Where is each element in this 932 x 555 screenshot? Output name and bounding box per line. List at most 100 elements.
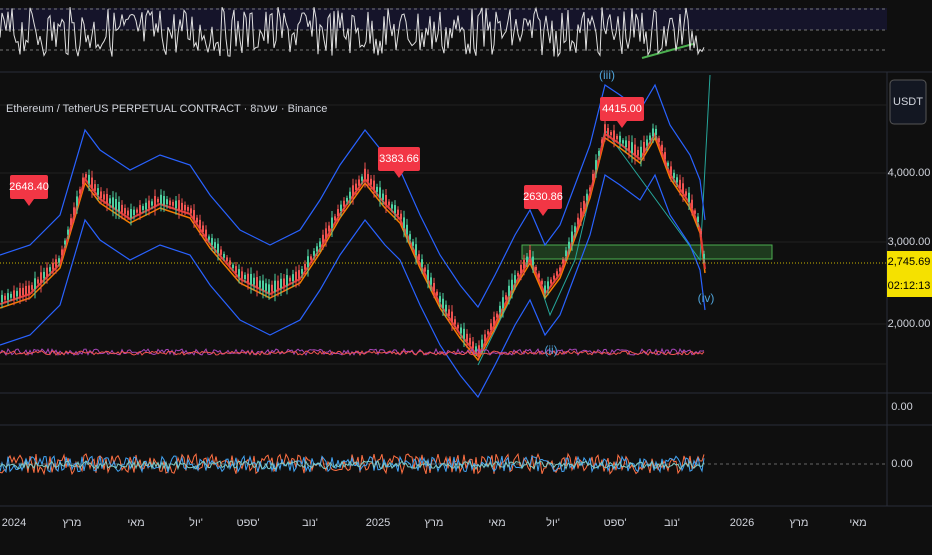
time-label: 2024 bbox=[2, 517, 26, 529]
candle-body bbox=[544, 285, 546, 293]
candle-body bbox=[328, 225, 330, 232]
candle-body bbox=[265, 283, 267, 291]
candle-body bbox=[295, 271, 297, 281]
candle-body bbox=[277, 280, 279, 290]
candle-body bbox=[211, 238, 213, 245]
candle-body bbox=[640, 146, 642, 158]
currency-button[interactable] bbox=[889, 79, 927, 125]
candle-body bbox=[487, 331, 489, 335]
candle-body bbox=[655, 128, 657, 135]
candle-body bbox=[439, 296, 441, 303]
currency-label[interactable]: USDT bbox=[893, 96, 923, 108]
rsi-band bbox=[0, 8, 887, 30]
candle-body bbox=[142, 206, 144, 210]
candle-body bbox=[643, 141, 645, 153]
candle-body bbox=[268, 284, 270, 293]
candle-body bbox=[592, 173, 594, 181]
candle-body bbox=[634, 144, 636, 156]
candle-body bbox=[430, 277, 432, 285]
time-label: מאי bbox=[127, 517, 144, 529]
candle-body bbox=[100, 191, 102, 199]
candle-body bbox=[571, 231, 573, 242]
price-tag-pointer bbox=[24, 199, 34, 206]
candle-body bbox=[76, 196, 78, 206]
candle-body bbox=[682, 183, 684, 194]
candle-body bbox=[403, 217, 405, 228]
candle-body bbox=[46, 267, 48, 277]
candle-body bbox=[121, 204, 123, 213]
candle-body bbox=[19, 288, 21, 297]
candle-body bbox=[298, 270, 300, 279]
candle-body bbox=[562, 259, 564, 264]
candle-body bbox=[199, 219, 201, 229]
candle-body bbox=[124, 208, 126, 214]
candle-body bbox=[694, 210, 696, 214]
candle-body bbox=[460, 327, 462, 334]
time-label: ספט' bbox=[236, 517, 259, 529]
candle-body bbox=[604, 124, 606, 134]
candle-body bbox=[184, 204, 186, 211]
candle-body bbox=[319, 241, 321, 248]
candle-body bbox=[133, 209, 135, 216]
candle-body bbox=[235, 266, 237, 273]
candle-body bbox=[673, 172, 675, 178]
candle-body bbox=[589, 187, 591, 192]
candle-body bbox=[331, 217, 333, 228]
candle-body bbox=[472, 341, 474, 349]
candle-body bbox=[88, 174, 90, 184]
candle-body bbox=[313, 251, 315, 256]
candle-body bbox=[196, 217, 198, 223]
price-tag: 3383.66 bbox=[379, 153, 419, 165]
candle-body bbox=[232, 264, 234, 269]
candle-body bbox=[163, 196, 165, 205]
candle-body bbox=[37, 279, 39, 284]
candle-body bbox=[292, 274, 294, 282]
candle-body bbox=[610, 131, 612, 136]
price-tag-pointer bbox=[617, 121, 627, 128]
candle-body bbox=[22, 287, 24, 296]
time-label: נוב' bbox=[302, 517, 318, 529]
time-label: מרץ bbox=[425, 517, 444, 529]
candle-body bbox=[382, 193, 384, 200]
candle-body bbox=[31, 285, 33, 290]
candle-body bbox=[160, 194, 162, 204]
candle-body bbox=[631, 142, 633, 154]
candle-body bbox=[91, 177, 93, 189]
candle-body bbox=[61, 249, 63, 256]
candle-body bbox=[385, 194, 387, 205]
candle-body bbox=[286, 275, 288, 286]
candle-body bbox=[175, 200, 177, 209]
symbol-title: Ethereum / TetherUS PERPETUAL CONTRACT ·… bbox=[6, 103, 327, 115]
candle-body bbox=[130, 209, 132, 218]
trend-line bbox=[641, 43, 694, 59]
candle-body bbox=[475, 346, 477, 352]
candle-body bbox=[10, 293, 12, 298]
candle-body bbox=[148, 200, 150, 209]
candle-body bbox=[664, 152, 666, 160]
candle-body bbox=[370, 178, 372, 185]
candle-body bbox=[337, 209, 339, 217]
last-price: 2,745.69 bbox=[888, 256, 931, 268]
candle-body bbox=[154, 196, 156, 207]
candle-body bbox=[67, 229, 69, 235]
candle-body bbox=[406, 224, 408, 235]
candle-body bbox=[271, 284, 273, 292]
candle-body bbox=[397, 209, 399, 216]
candle-body bbox=[217, 243, 219, 253]
countdown: 02:12:13 bbox=[888, 280, 931, 292]
indicator-label: 0.00 bbox=[891, 458, 912, 470]
last-price-box bbox=[887, 251, 932, 297]
candle-body bbox=[79, 189, 81, 194]
time-label: מרץ bbox=[790, 517, 809, 529]
time-label: מאי bbox=[849, 517, 866, 529]
candle-body bbox=[388, 201, 390, 206]
candle-body bbox=[445, 304, 447, 312]
candle-body bbox=[352, 185, 354, 196]
candle-body bbox=[361, 176, 363, 181]
candle-body bbox=[43, 271, 45, 279]
candle-body bbox=[358, 179, 360, 186]
candle-body bbox=[4, 295, 6, 300]
candle-body bbox=[238, 269, 240, 277]
candle-body bbox=[574, 226, 576, 233]
candle-body bbox=[208, 236, 210, 240]
